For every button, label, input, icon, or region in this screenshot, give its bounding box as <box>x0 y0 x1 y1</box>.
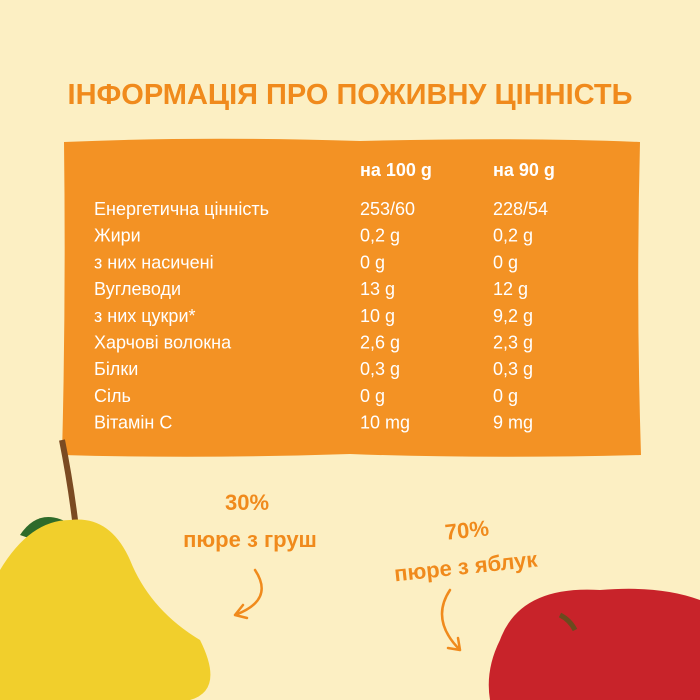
pear-arrow <box>233 568 263 620</box>
row-label: Білки <box>94 359 138 379</box>
apple-percent: 70% <box>444 515 490 544</box>
value-cell: 2,6 g <box>360 333 400 353</box>
apple <box>488 588 700 700</box>
value-cell: 0,3 g <box>360 359 400 379</box>
row-label: з них насичені <box>94 252 214 272</box>
value-cell: 9,2 g <box>493 306 533 326</box>
value-cell: 228/54 <box>493 199 548 219</box>
value-cell: 253/60 <box>360 199 415 219</box>
value-cell: 10 mg <box>360 413 410 433</box>
row-label: Жири <box>94 226 141 246</box>
pear-percent: 30% <box>225 490 269 515</box>
title: ІНФОРМАЦІЯ ПРО ПОЖИВНУ ЦІННІСТЬ <box>68 79 633 111</box>
value-cell: 0 g <box>360 252 385 272</box>
value-cell: 0 g <box>493 252 518 272</box>
value-cell: 2,3 g <box>493 333 533 353</box>
pear <box>0 439 211 700</box>
column-header: на 90 g <box>493 160 555 180</box>
row-label: Вітамін С <box>94 413 172 433</box>
value-cell: 13 g <box>360 279 395 299</box>
pear-label: пюре з груш <box>183 527 317 552</box>
table-panel <box>62 138 641 457</box>
value-cell: 9 mg <box>493 413 533 433</box>
value-cell: 0,2 g <box>360 226 400 246</box>
row-label: Харчові волокна <box>94 333 232 353</box>
row-label: Сіль <box>94 386 131 406</box>
value-cell: 0,3 g <box>493 359 533 379</box>
row-label: Вуглеводи <box>94 279 181 299</box>
nutrition-table: на 100 g на 90 g Енергетична цінність 253/6… <box>94 160 555 433</box>
value-cell: 0,2 g <box>493 226 533 246</box>
column-header: на 100 g <box>360 160 432 180</box>
value-cell: 0 g <box>493 386 518 406</box>
row-label: Енергетична цінність <box>94 199 269 219</box>
value-cell: 0 g <box>360 386 385 406</box>
value-cell: 10 g <box>360 306 395 326</box>
apple-label: пюре з яблук <box>393 546 540 586</box>
value-cell: 12 g <box>493 279 528 299</box>
apple-arrow <box>440 588 462 652</box>
row-label: з них цукри* <box>94 306 196 326</box>
